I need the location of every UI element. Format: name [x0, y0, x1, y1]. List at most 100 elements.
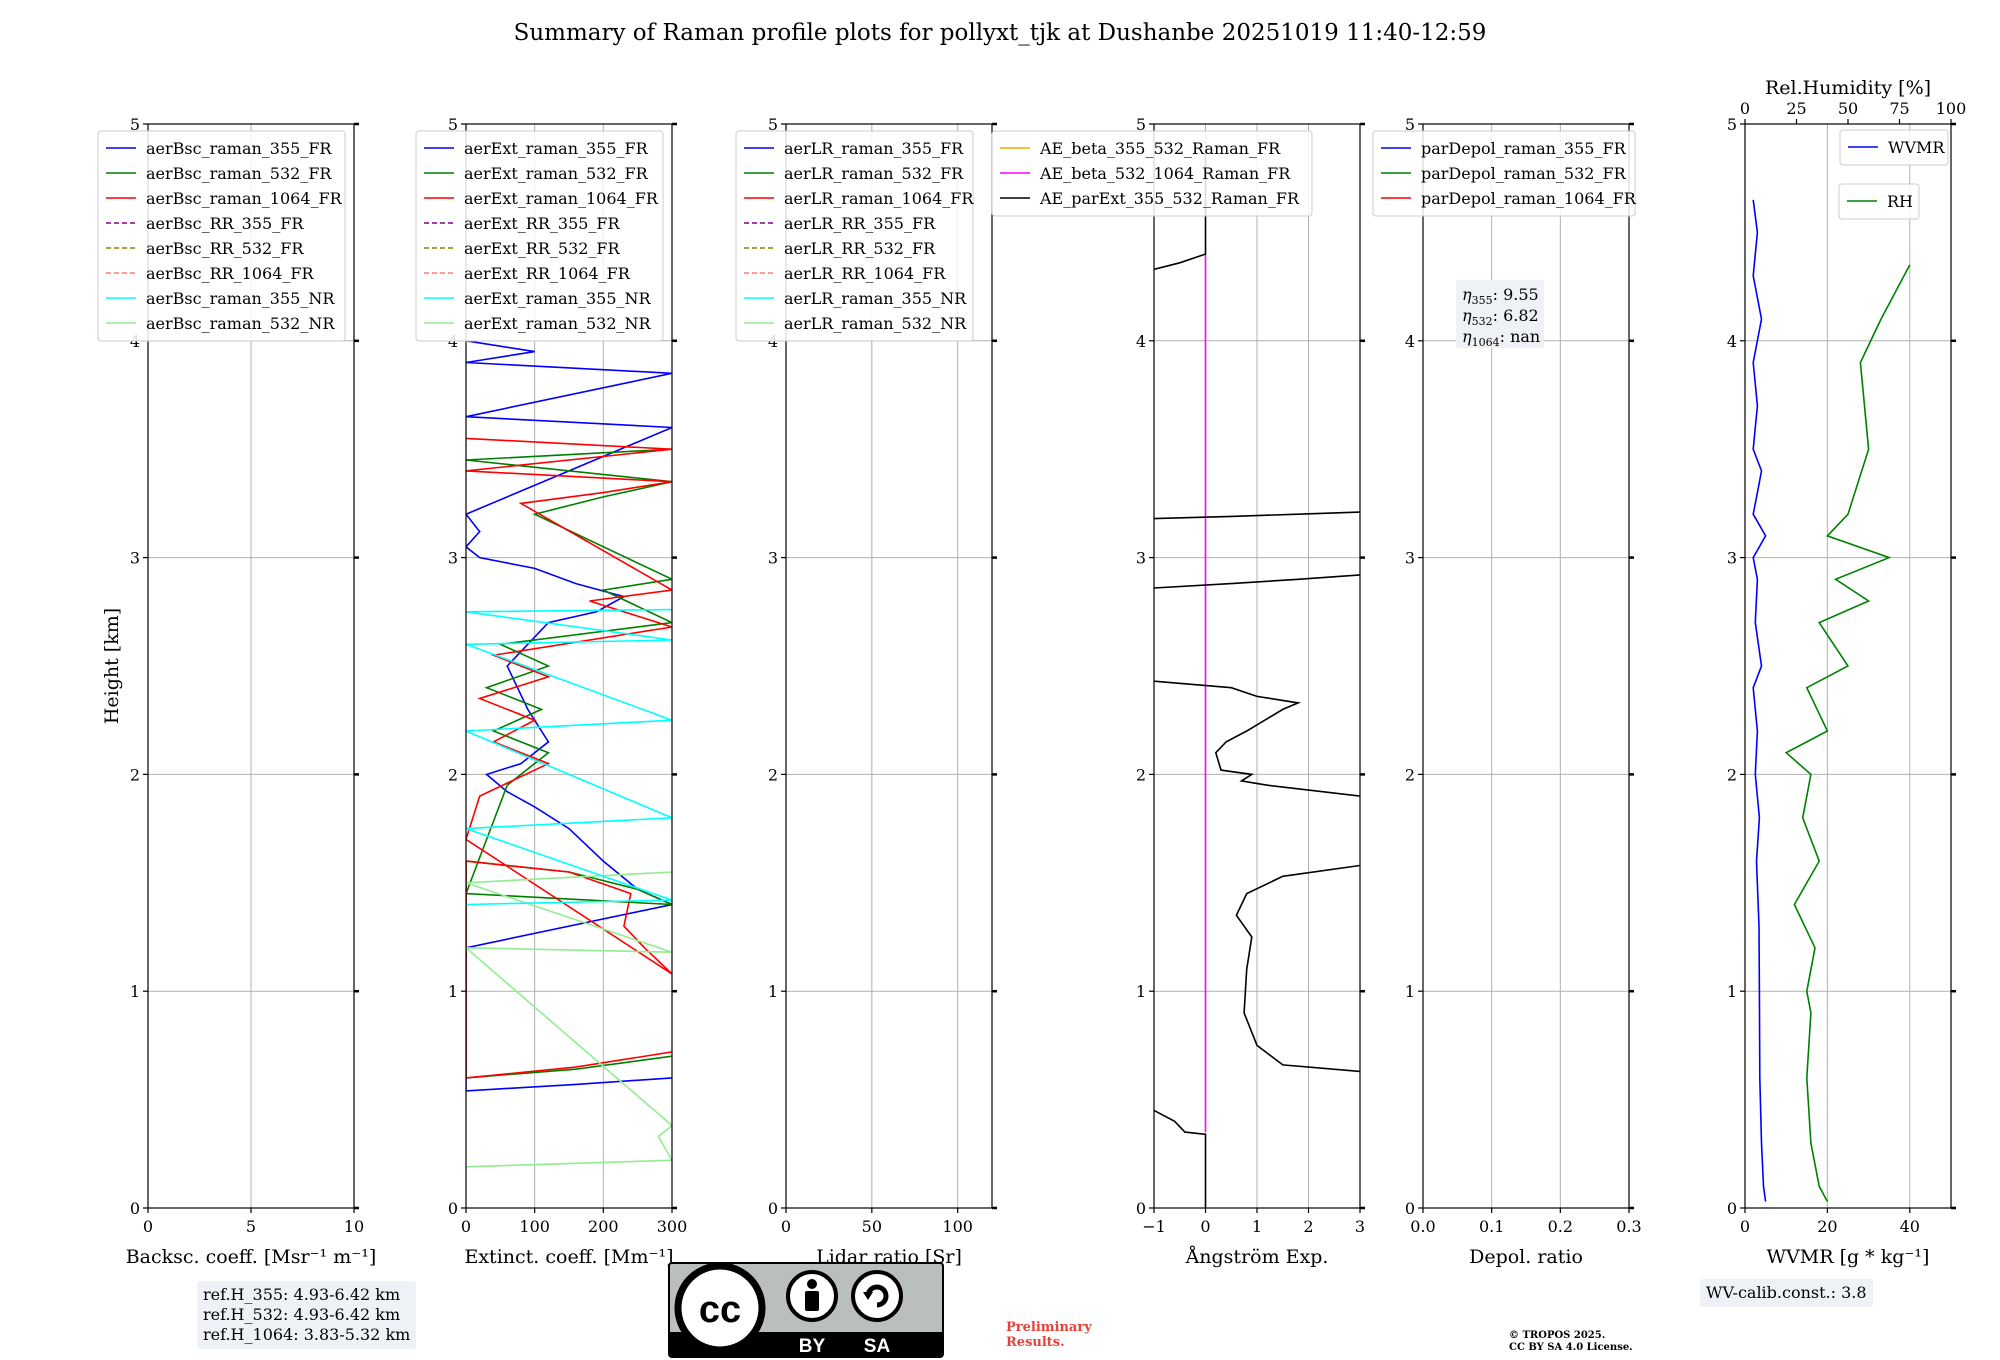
y-tick-label: 5 [1136, 115, 1146, 134]
y-tick-label: 1 [1136, 982, 1146, 1001]
y-tick-label: 0 [1136, 1199, 1146, 1218]
legend-label: aerLR_RR_1064_FR [784, 264, 946, 283]
legend-label: WVMR [1888, 138, 1945, 157]
figure-title: Summary of Raman profile plots for polly… [513, 20, 1487, 46]
x-tick-label: 5 [246, 1217, 256, 1236]
legend-label: aerExt_RR_532_FR [464, 239, 621, 258]
x-tick-label: 0 [461, 1217, 471, 1236]
y-tick-label: 2 [1405, 765, 1415, 784]
series-line-aerExt_raman_355_NR [466, 608, 672, 906]
cc-circle-icon [674, 1262, 766, 1354]
x-tick-label: 50 [862, 1217, 882, 1236]
x-axis-label: Ångström Exp. [1185, 1246, 1329, 1268]
x-tick-label: 10 [344, 1217, 364, 1236]
top-axis-label: Rel.Humidity [%] [1765, 77, 1931, 99]
x-tick-label: 20 [1817, 1217, 1837, 1236]
legend-label: aerBsc_raman_355_NR [146, 289, 335, 308]
y-tick-label: 3 [130, 549, 140, 568]
eta-annotation-line: η1064: nan [1462, 327, 1540, 349]
x-axis-label: WVMR [g * kg⁻¹] [1767, 1246, 1930, 1268]
x-tick-label: 0.0 [1410, 1217, 1435, 1236]
legend-label: aerBsc_raman_355_FR [146, 139, 332, 158]
y-tick-label: 2 [1727, 765, 1737, 784]
by-text: BY [799, 1336, 826, 1357]
legend-label: AE_parExt_355_532_Raman_FR [1039, 189, 1300, 208]
ref-height-355: ref.H_355: 4.93-6.42 km [203, 1285, 401, 1304]
legend-box [415, 130, 664, 342]
legend-box [97, 130, 346, 342]
top-tick-label: 25 [1786, 99, 1806, 118]
y-tick-label: 5 [448, 115, 458, 134]
top-tick-label: 50 [1838, 99, 1858, 118]
y-tick-label: 5 [130, 115, 140, 134]
legend-label: aerBsc_RR_1064_FR [146, 264, 315, 283]
wv-calib-text: WV-calib.const.: 3.8 [1706, 1283, 1867, 1302]
legend-label: AE_beta_355_532_Raman_FR [1039, 139, 1281, 158]
y-tick-label: 0 [768, 1199, 778, 1218]
series-line-AE_parExt_355_532_Raman_FR [1154, 1109, 1207, 1208]
legend-label: aerBsc_raman_1064_FR [146, 189, 343, 208]
legend-label: AE_beta_532_1064_Raman_FR [1039, 164, 1291, 183]
legend-label: aerExt_raman_355_NR [464, 289, 652, 308]
eta-annotation-line: η355: 9.55 [1462, 285, 1539, 307]
preliminary-note: Preliminary Results. [1006, 1320, 1092, 1350]
y-tick-label: 1 [1405, 982, 1415, 1001]
panel-depol: 0 1 2 3 4 5 0.0 0.1 0.2 0.3 Depol. ratio parDepol_r… [1372, 115, 1642, 1268]
legend-label: aerExt_raman_1064_FR [464, 189, 659, 208]
y-tick-label: 4 [1405, 332, 1415, 351]
series-line-AE_parExt_355_532_Raman_FR_c [1154, 680, 1360, 797]
legend-label: parDepol_raman_1064_FR [1421, 189, 1637, 208]
y-tick-label: 3 [768, 549, 778, 568]
y-tick-label: 1 [130, 982, 140, 1001]
y-tick-label: 0 [1405, 1199, 1415, 1218]
legend-label: aerBsc_RR_355_FR [146, 214, 304, 233]
ref-height-532: ref.H_532: 4.93-6.42 km [203, 1305, 401, 1324]
y-tick-label: 2 [130, 765, 140, 784]
x-tick-label: −1 [1142, 1217, 1166, 1236]
x-tick-label: 0.1 [1479, 1217, 1504, 1236]
panel-bsc: 0123450510Backsc. coeff. [Msr⁻¹ m⁻¹]Heig… [97, 115, 376, 1268]
sa-share-icon [851, 1270, 903, 1322]
axes-frame [1422, 123, 1630, 1209]
x-tick-label: 2 [1303, 1217, 1313, 1236]
y-tick-label: 4 [1727, 332, 1737, 351]
wv-calib-box: WV-calib.const.: 3.8 [1700, 1279, 1873, 1307]
top-tick-label: 0 [1740, 99, 1750, 118]
x-tick-label: 100 [942, 1217, 973, 1236]
legend-label: aerExt_RR_355_FR [464, 214, 621, 233]
legend-box [1839, 129, 1949, 166]
y-tick-label: 4 [1136, 332, 1146, 351]
y-tick-label: 5 [1405, 115, 1415, 134]
legend-box [991, 130, 1313, 217]
y-tick-label: 0 [448, 1199, 458, 1218]
panel-lr: 012345050100Lidar ratio [Sr]aerLR_raman_… [735, 115, 997, 1268]
sa-text: SA [864, 1336, 891, 1357]
legend-label: aerExt_raman_532_NR [464, 314, 652, 333]
y-tick-label: 3 [1405, 549, 1415, 568]
preliminary-line-1: Preliminary [1006, 1320, 1092, 1335]
legend-label: aerLR_raman_532_NR [784, 314, 967, 333]
legend-label: aerLR_RR_355_FR [784, 214, 936, 233]
top-tick-label: 75 [1889, 99, 1909, 118]
x-tick-label: 0 [1740, 1217, 1750, 1236]
legend-label: aerLR_raman_355_FR [784, 139, 964, 158]
series-line-AE_parExt_355_532_Raman_FR_e [1154, 511, 1360, 520]
y-tick-label: 5 [768, 115, 778, 134]
cc-text: cc [699, 1289, 741, 1331]
panel-ext: 0123450100200300Extinct. coeff. [Mm⁻¹]ae… [415, 115, 687, 1268]
x-tick-label: 40 [1900, 1217, 1920, 1236]
legend-label: aerBsc_RR_532_FR [146, 239, 304, 258]
x-tick-label: 0.2 [1548, 1217, 1573, 1236]
x-tick-label: 1 [1252, 1217, 1262, 1236]
legend-label: parDepol_raman_532_FR [1421, 164, 1627, 183]
legend-label: aerBsc_raman_532_NR [146, 314, 335, 333]
x-axis-label: Extinct. coeff. [Mm⁻¹] [464, 1246, 673, 1268]
x-tick-label: 0 [143, 1217, 153, 1236]
axes-frame [785, 123, 993, 1209]
series-line-aerExt_raman_532_NR [466, 871, 672, 1168]
y-axis-label: Height [km] [101, 608, 123, 724]
legend-label: aerBsc_raman_532_FR [146, 164, 332, 183]
legend-label: aerLR_RR_532_FR [784, 239, 936, 258]
